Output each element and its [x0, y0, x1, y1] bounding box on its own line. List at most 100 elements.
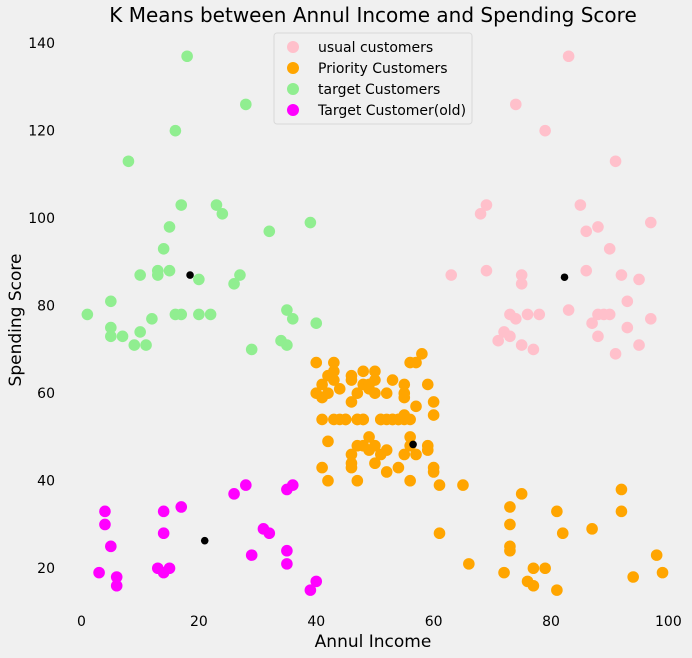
data-point: [633, 273, 645, 286]
data-point: [427, 396, 440, 408]
data-point: [492, 334, 504, 347]
data-point: [316, 461, 328, 474]
data-point: [375, 413, 387, 426]
series-priority-customers: [310, 348, 669, 596]
data-point: [386, 374, 399, 386]
data-point: [574, 199, 587, 211]
data-point: [433, 527, 446, 540]
data-point: [181, 50, 193, 63]
data-point: [533, 308, 546, 321]
data-point: [615, 505, 628, 518]
data-point: [193, 273, 205, 286]
data-point: [515, 278, 528, 290]
data-point: [322, 435, 334, 448]
data-point: [328, 365, 340, 378]
data-point: [93, 566, 105, 579]
data-point: [310, 317, 323, 329]
data-point: [369, 457, 381, 470]
data-point: [110, 579, 123, 592]
data-point: [644, 216, 657, 229]
data-point: [310, 356, 323, 369]
data-point: [369, 365, 381, 378]
data-point: [621, 321, 634, 334]
series-target-customer-old: [93, 479, 323, 596]
data-point: [316, 378, 328, 391]
data-point: [240, 98, 252, 111]
data-point: [345, 457, 358, 470]
legend-marker: [287, 83, 299, 95]
data-point: [463, 558, 475, 570]
data-point: [157, 242, 170, 255]
data-point: [398, 387, 411, 400]
x-tick-label: 40: [307, 614, 325, 630]
data-point: [369, 374, 381, 386]
y-tick-label: 20: [37, 561, 55, 577]
data-point: [445, 269, 458, 281]
data-point: [504, 544, 516, 557]
data-point: [421, 378, 434, 391]
y-axis-ticks: 20 40 60 80 100 120 140: [28, 36, 55, 577]
chart-title: K Means between Annul Income and Spendin…: [109, 3, 637, 27]
data-point: [81, 308, 94, 321]
data-point: [357, 365, 369, 378]
data-point: [122, 155, 135, 168]
data-point: [498, 566, 510, 579]
data-point: [99, 505, 111, 518]
data-point: [504, 518, 516, 531]
data-point: [398, 378, 411, 391]
plot-area: [81, 50, 669, 596]
x-axis-label: Annul Income: [315, 632, 432, 652]
data-point: [281, 544, 293, 557]
data-point: [339, 413, 352, 426]
y-tick-label: 60: [37, 386, 55, 402]
data-point: [633, 339, 645, 351]
data-point: [304, 216, 317, 229]
data-point: [551, 584, 563, 596]
series-usual-customers: [445, 50, 657, 360]
data-point: [175, 308, 188, 321]
data-point: [433, 479, 446, 491]
legend-label: target Customers: [318, 82, 440, 98]
data-point: [322, 387, 334, 400]
data-point: [521, 308, 534, 321]
data-point: [345, 396, 358, 408]
data-point: [316, 413, 328, 426]
data-point: [404, 431, 416, 443]
y-axis-label: Spending Score: [6, 254, 26, 387]
data-point: [163, 264, 176, 277]
data-point: [157, 527, 170, 540]
data-point: [128, 339, 141, 351]
x-tick-label: 100: [655, 614, 682, 630]
data-point: [175, 501, 188, 513]
legend-label: Priority Customers: [318, 61, 448, 77]
data-point: [134, 269, 146, 281]
data-point: [562, 304, 575, 316]
data-point: [134, 326, 146, 338]
data-point: [175, 199, 188, 211]
y-tick-label: 40: [37, 474, 55, 490]
data-point: [328, 356, 340, 369]
data-point: [105, 330, 117, 343]
data-point: [163, 562, 176, 575]
data-point: [421, 444, 434, 456]
data-point: [527, 343, 540, 356]
data-point: [263, 225, 276, 238]
x-tick-label: 60: [425, 614, 443, 630]
centroid-point: [560, 273, 569, 282]
x-tick-label: 0: [77, 614, 86, 630]
series-target-customers: [81, 50, 323, 356]
data-point: [609, 348, 622, 360]
data-point: [369, 439, 381, 452]
data-point: [281, 339, 293, 351]
series-centroids: [186, 271, 569, 545]
data-point: [286, 313, 299, 325]
data-point: [621, 295, 634, 308]
data-point: [586, 317, 598, 329]
data-point: [556, 527, 569, 540]
data-point: [410, 448, 422, 461]
data-point: [580, 225, 593, 238]
data-point: [539, 562, 551, 575]
y-tick-label: 100: [28, 211, 55, 227]
data-point: [615, 269, 628, 281]
